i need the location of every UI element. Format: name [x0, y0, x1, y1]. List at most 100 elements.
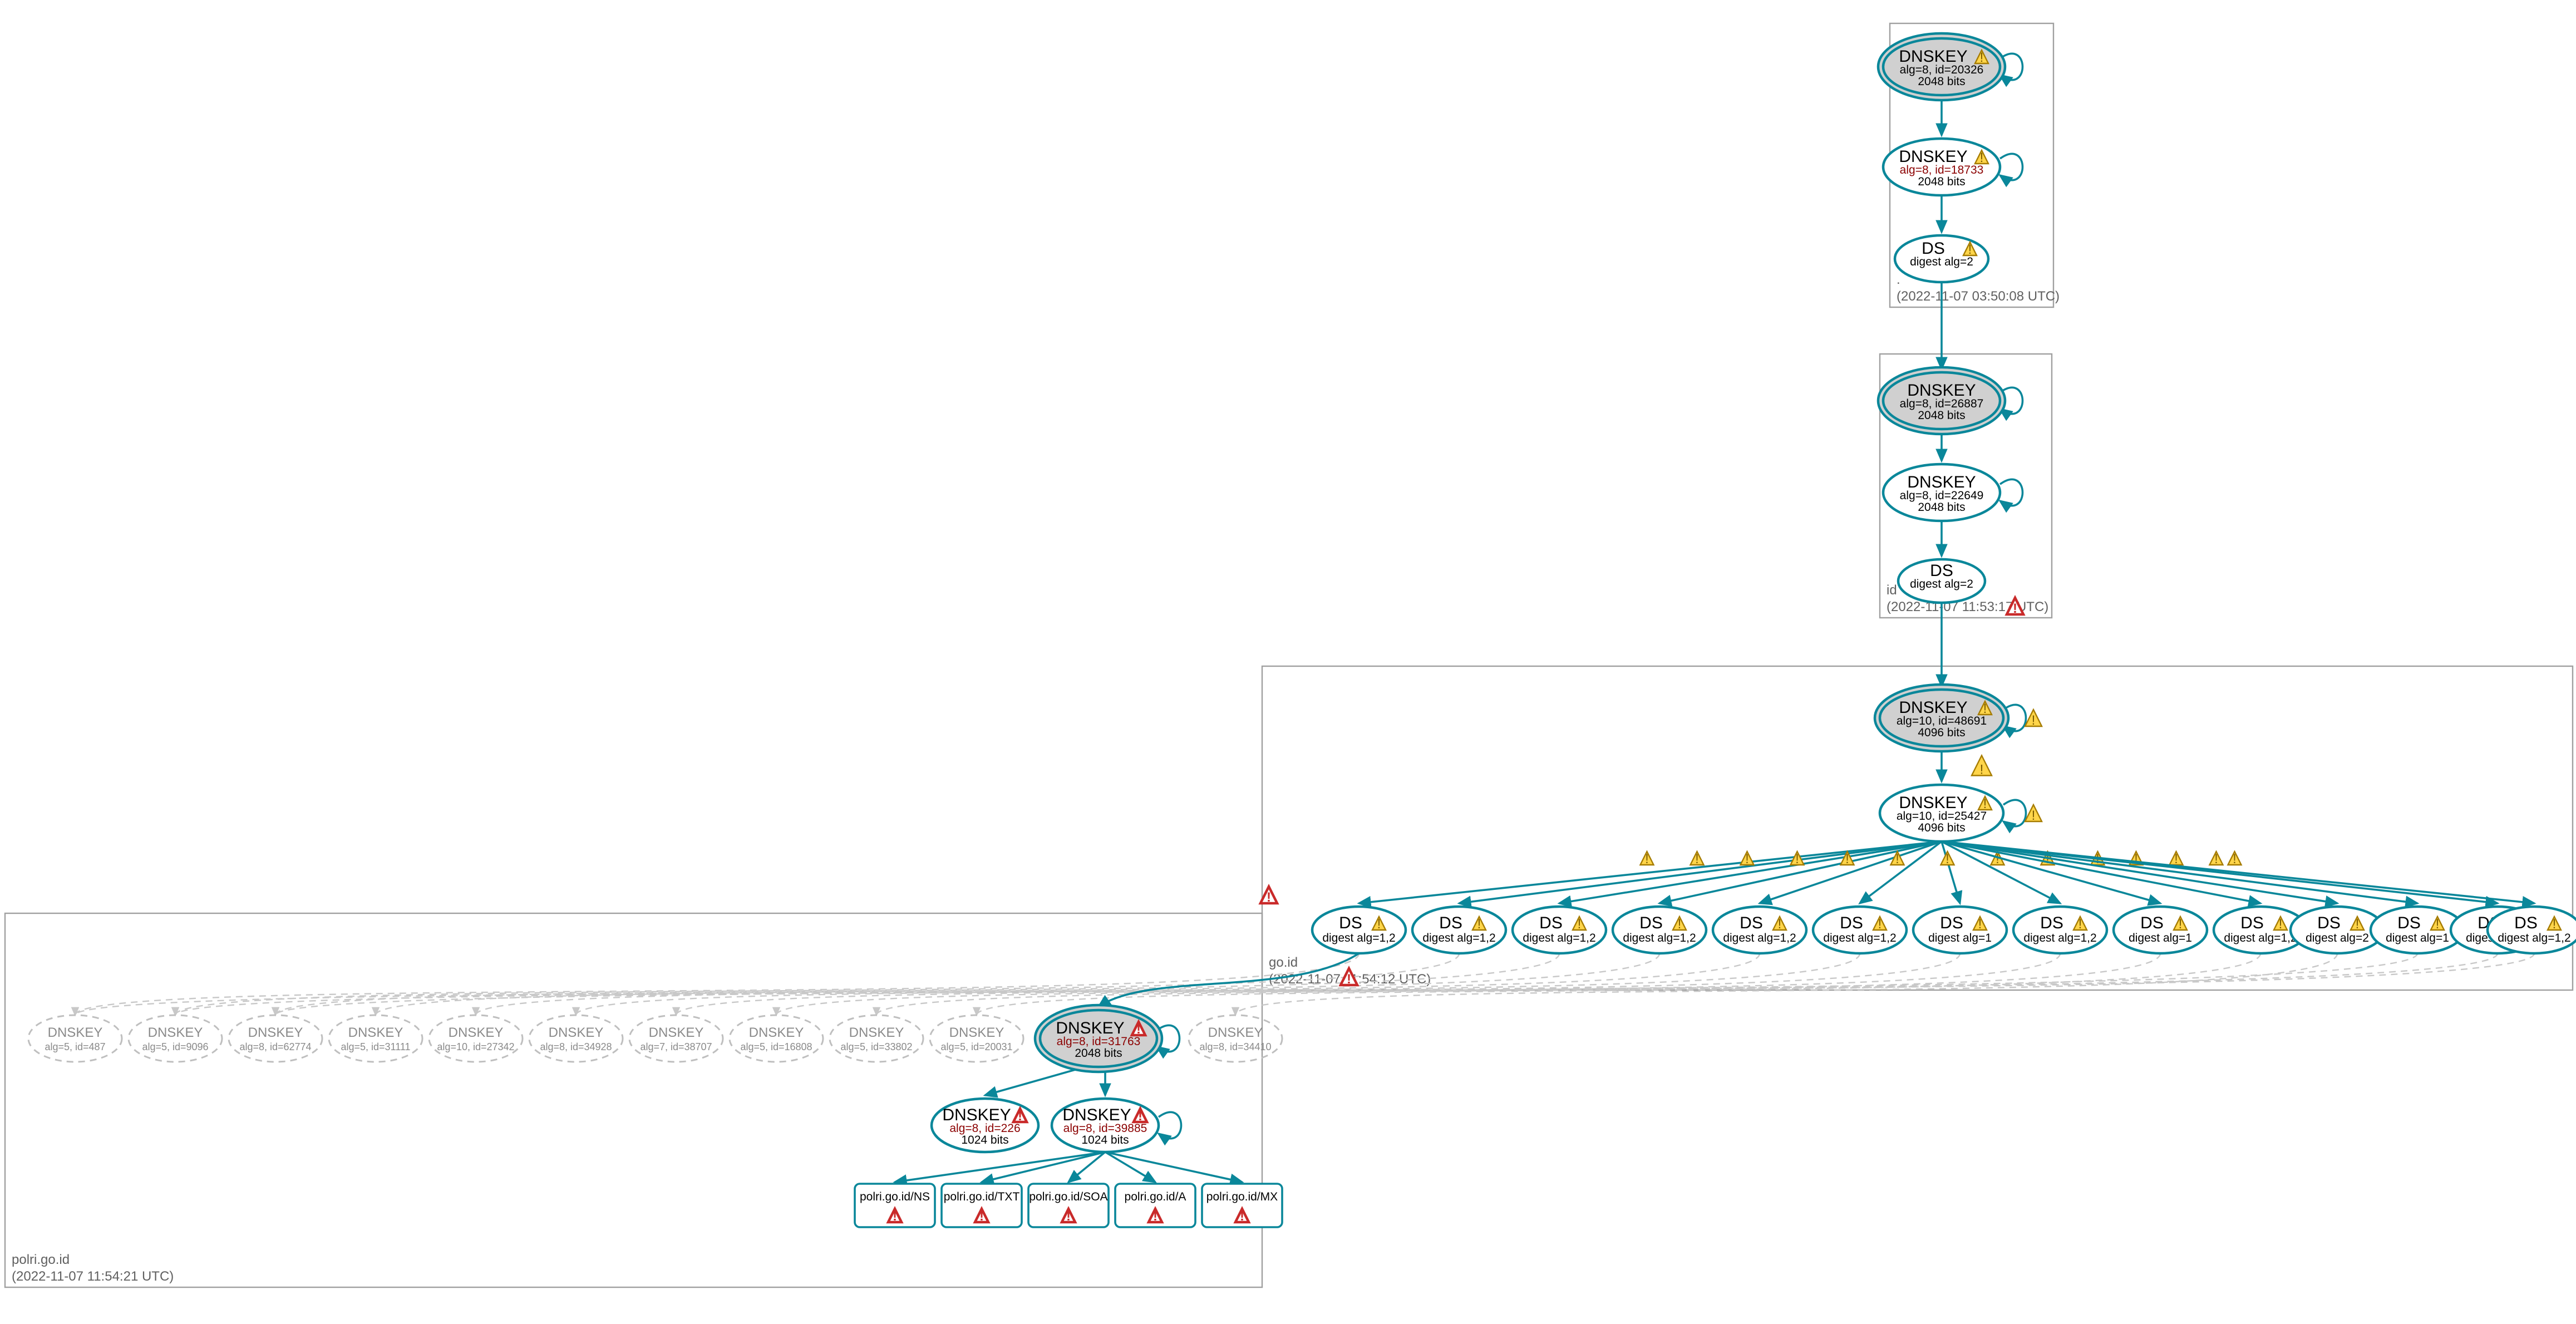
svg-text:digest alg=1: digest alg=1: [2386, 932, 2449, 944]
edge: [1359, 841, 1942, 903]
svg-text:DNSKEY: DNSKEY: [949, 1025, 1004, 1040]
svg-text:alg=8, id=20326: alg=8, id=20326: [1900, 63, 1984, 76]
svg-text:DNSKEY: DNSKEY: [148, 1025, 203, 1040]
svg-text:DNSKEY: DNSKEY: [248, 1025, 303, 1040]
edge: [1942, 841, 2160, 903]
edge: [985, 1067, 1085, 1095]
svg-text:!: !: [1795, 852, 1799, 867]
edge: [1942, 841, 2534, 903]
svg-text:digest alg=1: digest alg=1: [1928, 932, 1992, 944]
svg-text:!: !: [1980, 150, 1984, 165]
svg-text:alg=5, id=9096: alg=5, id=9096: [142, 1041, 208, 1052]
svg-text:digest alg=1,2: digest alg=1,2: [1523, 932, 1595, 944]
svg-text:!: !: [1996, 852, 1999, 867]
zone-label: .: [1897, 272, 1900, 287]
svg-text:digest alg=2: digest alg=2: [1910, 255, 1973, 268]
edge: [1942, 841, 2417, 903]
edge: [1942, 841, 1960, 903]
svg-text:alg=10, id=27342: alg=10, id=27342: [437, 1041, 514, 1052]
svg-text:DNSKEY: DNSKEY: [749, 1025, 804, 1040]
svg-text:digest alg=2: digest alg=2: [1910, 578, 1973, 590]
svg-text:!: !: [1778, 917, 1782, 932]
svg-text:!: !: [1066, 1209, 1071, 1224]
zone-time: (2022-11-07 11:53:17 UTC): [1887, 599, 2048, 614]
svg-text:alg=7, id=38707: alg=7, id=38707: [640, 1041, 712, 1052]
svg-text:!: !: [1978, 917, 1982, 932]
svg-text:DNSKEY: DNSKEY: [449, 1025, 504, 1040]
svg-text:alg=5, id=20031: alg=5, id=20031: [940, 1041, 1012, 1052]
svg-text:!: !: [2032, 713, 2036, 728]
zone-time: (2022-11-07 11:54:21 UTC): [12, 1269, 174, 1284]
svg-text:!: !: [1983, 701, 1987, 716]
svg-text:polri.go.id/MX: polri.go.id/MX: [1206, 1190, 1278, 1203]
svg-text:polri.go.id/NS: polri.go.id/NS: [860, 1190, 930, 1203]
svg-text:DS: DS: [2040, 914, 2063, 932]
svg-text:!: !: [1745, 852, 1749, 867]
svg-text:alg=8, id=34928: alg=8, id=34928: [540, 1041, 612, 1052]
svg-text:!: !: [2134, 852, 2138, 867]
svg-text:!: !: [2436, 917, 2440, 932]
edge: [1559, 841, 1942, 903]
svg-text:!: !: [2013, 601, 2017, 616]
svg-text:2048 bits: 2048 bits: [1918, 75, 1965, 88]
svg-text:1024 bits: 1024 bits: [961, 1134, 1008, 1146]
svg-text:2048 bits: 2048 bits: [1918, 501, 1965, 514]
svg-text:alg=8, id=31763: alg=8, id=31763: [1057, 1035, 1141, 1048]
svg-text:!: !: [1678, 917, 1682, 932]
svg-text:!: !: [2179, 917, 2183, 932]
svg-text:DS: DS: [1439, 914, 1462, 932]
svg-text:!: !: [2233, 852, 2237, 867]
svg-text:alg=8, id=39885: alg=8, id=39885: [1063, 1122, 1147, 1135]
svg-text:digest alg=1,2: digest alg=1,2: [2498, 932, 2570, 944]
svg-text:DS: DS: [2397, 914, 2421, 932]
svg-text:digest alg=1,2: digest alg=1,2: [1723, 932, 1796, 944]
svg-text:DS: DS: [1740, 914, 1763, 932]
svg-text:!: !: [1945, 852, 1949, 867]
svg-text:DS: DS: [1940, 914, 1963, 932]
svg-text:DS: DS: [2514, 914, 2538, 932]
svg-text:alg=8, id=62774: alg=8, id=62774: [239, 1041, 311, 1052]
svg-text:alg=10, id=48691: alg=10, id=48691: [1897, 715, 1987, 727]
svg-text:DNSKEY: DNSKEY: [48, 1025, 103, 1040]
svg-text:2048 bits: 2048 bits: [1918, 409, 1965, 422]
svg-text:!: !: [1267, 890, 1271, 905]
svg-text:DNSKEY: DNSKEY: [348, 1025, 403, 1040]
zone-time: (2022-11-07 03:50:08 UTC): [1897, 289, 2060, 304]
svg-text:digest alg=1,2: digest alg=1,2: [2224, 932, 2297, 944]
svg-text:DNSKEY: DNSKEY: [849, 1025, 904, 1040]
svg-text:!: !: [2078, 917, 2082, 932]
zone-label: id: [1887, 583, 1897, 598]
svg-text:alg=8, id=34410: alg=8, id=34410: [1199, 1041, 1271, 1052]
svg-text:!: !: [1153, 1209, 1158, 1224]
svg-text:digest alg=2: digest alg=2: [2306, 932, 2369, 944]
svg-text:polri.go.id/A: polri.go.id/A: [1125, 1190, 1186, 1203]
svg-text:DS: DS: [1639, 914, 1663, 932]
svg-text:!: !: [1240, 1209, 1244, 1224]
svg-text:!: !: [1018, 1109, 1022, 1124]
svg-text:!: !: [2214, 852, 2218, 867]
svg-text:alg=5, id=33802: alg=5, id=33802: [840, 1041, 912, 1052]
svg-text:polri.go.id/TXT: polri.go.id/TXT: [944, 1190, 1020, 1203]
svg-text:!: !: [1968, 242, 1972, 257]
svg-text:alg=8, id=226: alg=8, id=226: [949, 1122, 1020, 1135]
svg-text:alg=10, id=25427: alg=10, id=25427: [1897, 810, 1987, 823]
svg-text:!: !: [1983, 796, 1987, 811]
svg-text:DNSKEY: DNSKEY: [1208, 1025, 1263, 1040]
svg-text:DNSKEY: DNSKEY: [549, 1025, 604, 1040]
svg-text:!: !: [2032, 808, 2036, 823]
svg-text:!: !: [2174, 852, 2178, 867]
svg-text:!: !: [1477, 917, 1481, 932]
svg-text:!: !: [1136, 1022, 1141, 1037]
svg-text:polri.go.id/SOA: polri.go.id/SOA: [1029, 1190, 1107, 1203]
svg-text:DS: DS: [1339, 914, 1362, 932]
svg-text:!: !: [1878, 917, 1882, 932]
svg-text:!: !: [1138, 1109, 1142, 1124]
svg-text:DS: DS: [1539, 914, 1563, 932]
svg-text:2048 bits: 2048 bits: [1918, 175, 1965, 188]
svg-text:alg=5, id=487: alg=5, id=487: [45, 1041, 105, 1052]
svg-text:!: !: [979, 1209, 984, 1224]
svg-text:digest alg=1,2: digest alg=1,2: [1623, 932, 1696, 944]
svg-text:4096 bits: 4096 bits: [1918, 726, 1965, 739]
svg-text:DS: DS: [2317, 914, 2341, 932]
svg-text:4096 bits: 4096 bits: [1918, 821, 1965, 834]
